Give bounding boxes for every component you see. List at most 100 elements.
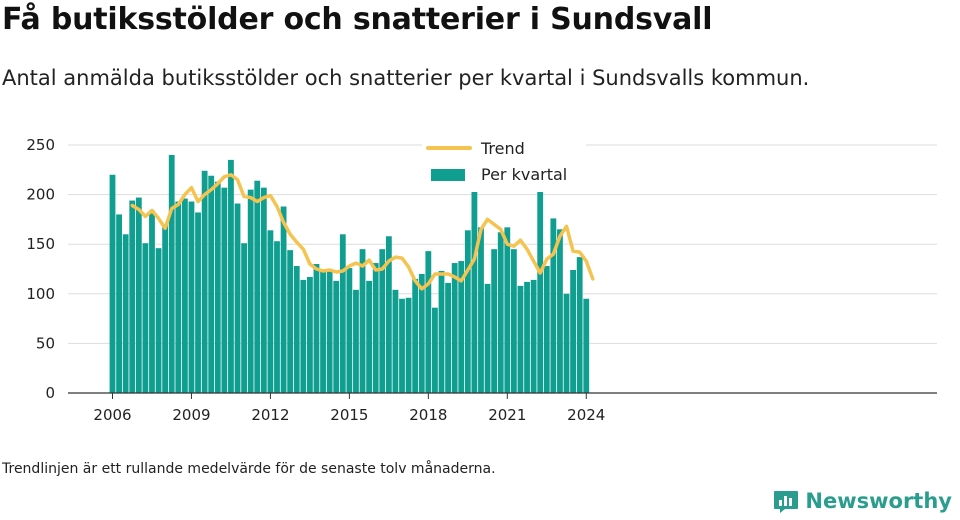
x-tick-label: 2006 bbox=[93, 406, 131, 424]
bar bbox=[524, 281, 530, 393]
bar bbox=[260, 187, 267, 393]
bar bbox=[510, 249, 517, 393]
bar bbox=[471, 161, 478, 393]
bar bbox=[557, 229, 563, 393]
bar bbox=[563, 293, 570, 393]
bar bbox=[181, 198, 188, 393]
bar bbox=[267, 230, 274, 393]
bar bbox=[307, 276, 313, 393]
bar bbox=[241, 243, 247, 393]
bar bbox=[484, 283, 491, 393]
bar bbox=[379, 249, 386, 393]
bar bbox=[195, 212, 201, 393]
bar bbox=[445, 282, 451, 393]
bar bbox=[135, 197, 142, 393]
bar bbox=[221, 187, 228, 393]
bar bbox=[497, 232, 504, 393]
y-tick-label: 150 bbox=[26, 235, 55, 253]
x-tick-label: 2009 bbox=[172, 406, 210, 424]
bar bbox=[372, 263, 379, 393]
bar bbox=[412, 278, 419, 393]
y-tick-label: 250 bbox=[26, 136, 55, 154]
bar bbox=[201, 170, 208, 393]
bar bbox=[543, 266, 550, 393]
bar bbox=[346, 268, 353, 393]
bar bbox=[333, 280, 340, 393]
bar bbox=[583, 298, 590, 393]
bar bbox=[432, 307, 438, 393]
bar bbox=[392, 289, 399, 393]
bar bbox=[359, 249, 366, 393]
bar bbox=[109, 174, 116, 393]
x-tick-label: 2012 bbox=[251, 406, 289, 424]
bar bbox=[162, 224, 169, 393]
bar bbox=[208, 175, 215, 393]
legend-bar-swatch bbox=[431, 169, 465, 181]
bar bbox=[129, 200, 136, 393]
bar bbox=[570, 269, 576, 393]
chart-subtitle: Antal anmälda butiksstölder och snatteri… bbox=[2, 66, 810, 90]
bar bbox=[478, 227, 484, 393]
bar bbox=[438, 270, 445, 393]
bar bbox=[405, 297, 412, 393]
bar bbox=[339, 234, 346, 393]
bar bbox=[353, 289, 359, 393]
newsworthy-logo-icon bbox=[774, 491, 799, 513]
bar bbox=[293, 266, 300, 393]
x-tick-label: 2024 bbox=[567, 406, 605, 424]
bar bbox=[530, 279, 537, 393]
bar bbox=[320, 270, 326, 393]
bar bbox=[550, 218, 557, 393]
bar bbox=[287, 250, 294, 393]
y-tick-label: 100 bbox=[26, 285, 55, 303]
x-tick-label: 2015 bbox=[330, 406, 368, 424]
bar bbox=[366, 280, 373, 393]
bar bbox=[458, 261, 465, 393]
bar bbox=[399, 298, 405, 393]
axes: 0 50 100 150 200 250 2006 2009 2012 2015 2018 2021 2… bbox=[26, 136, 937, 424]
legend-background bbox=[422, 136, 586, 192]
bar bbox=[425, 251, 432, 393]
x-tick-label: 2018 bbox=[409, 406, 447, 424]
bar bbox=[300, 279, 307, 393]
bar bbox=[116, 214, 122, 393]
bar bbox=[149, 210, 155, 393]
bar bbox=[247, 189, 254, 393]
bar bbox=[274, 241, 280, 393]
bar bbox=[491, 249, 498, 393]
bar bbox=[234, 203, 241, 393]
trend-line bbox=[130, 173, 595, 291]
x-tick-label: 2021 bbox=[488, 406, 526, 424]
legend: Trend Per kvartal bbox=[422, 136, 586, 192]
bar bbox=[326, 269, 333, 393]
y-tick-label: 200 bbox=[26, 186, 55, 204]
trend-series bbox=[130, 173, 595, 291]
bar bbox=[175, 201, 182, 393]
bar bbox=[280, 206, 287, 393]
legend-bar-label: Per kvartal bbox=[481, 165, 567, 184]
bar bbox=[122, 234, 129, 393]
bar bbox=[214, 181, 221, 393]
bar bbox=[418, 273, 425, 393]
bar bbox=[464, 230, 471, 393]
bar bbox=[504, 227, 511, 393]
bar bbox=[576, 257, 583, 393]
bar bbox=[385, 236, 392, 393]
brand-logo[interactable]: Newsworthy bbox=[773, 488, 952, 514]
bar bbox=[517, 285, 524, 393]
bar bbox=[168, 154, 175, 393]
bar bbox=[155, 248, 162, 393]
y-tick-label: 0 bbox=[45, 384, 55, 402]
bar bbox=[142, 243, 149, 393]
bar bbox=[537, 188, 544, 393]
bar-series bbox=[109, 154, 590, 393]
y-tick-label: 50 bbox=[36, 334, 55, 352]
bar bbox=[451, 263, 458, 393]
bar bbox=[254, 180, 261, 393]
legend-trend-label: Trend bbox=[480, 139, 525, 158]
bar bbox=[313, 264, 320, 393]
chart: 0 50 100 150 200 250 2006 2009 2012 2015 2018 2021 2… bbox=[26, 136, 937, 424]
footnote: Trendlinjen är ett rullande medelvärde f… bbox=[2, 461, 496, 477]
bar bbox=[188, 201, 195, 393]
bar bbox=[228, 159, 234, 393]
